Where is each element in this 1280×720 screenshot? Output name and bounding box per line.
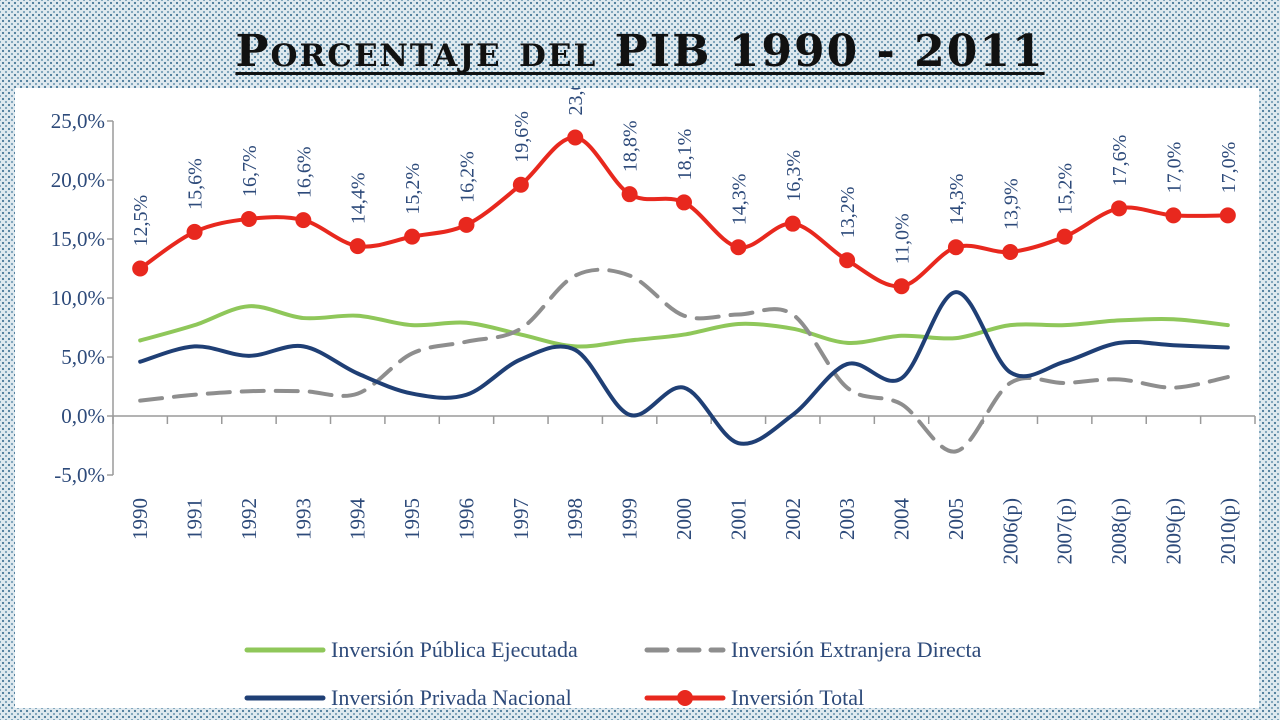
- x-tick-label: 2004: [890, 498, 914, 541]
- data-point-total: [1002, 243, 1019, 260]
- data-point-total: [186, 223, 203, 240]
- data-point-total: [458, 216, 475, 233]
- legend-item: Inversión Privada Nacional: [244, 685, 572, 708]
- x-tick-label: 2003: [835, 498, 859, 540]
- data-label: 15,6%: [185, 158, 207, 210]
- x-tick-label: 2002: [781, 498, 805, 540]
- legend-item: Inversión Total: [644, 685, 864, 708]
- series-line-inversion-extranjera-directa: [138, 267, 1230, 454]
- data-label: 15,2%: [402, 163, 424, 215]
- y-tick-label: 5,0%: [61, 345, 105, 369]
- data-label: 19,6%: [511, 111, 533, 163]
- series-line-inversion-privada-nacional: [138, 290, 1230, 446]
- data-point-total: [1219, 207, 1236, 224]
- data-point-total: [784, 215, 801, 232]
- x-tick-label: 1997: [509, 498, 533, 540]
- data-label: 23,6%: [565, 88, 587, 116]
- x-tick-label: 1999: [618, 498, 642, 540]
- x-tick-label: 1991: [183, 498, 207, 540]
- legend-label: Inversión Total: [731, 685, 864, 708]
- data-label: 12,5%: [130, 195, 152, 247]
- data-label: 11,0%: [892, 213, 914, 264]
- data-label: 17,0%: [1218, 142, 1240, 194]
- data-point-total: [404, 228, 421, 245]
- x-tick-label: 1990: [128, 498, 152, 540]
- y-tick-label: 10,0%: [51, 286, 105, 310]
- data-point-total: [893, 278, 910, 295]
- x-tick-label: 2001: [726, 498, 750, 540]
- x-tick-label: 1995: [400, 498, 424, 540]
- data-point-total: [1111, 200, 1128, 217]
- y-tick-label: 0,0%: [61, 404, 105, 428]
- data-label: 17,0%: [1163, 142, 1185, 194]
- x-tick-label: 1994: [346, 498, 370, 541]
- legend-marker: [677, 690, 693, 706]
- x-tick-label: 2006(p): [998, 498, 1022, 565]
- x-tick-label: 1996: [454, 498, 478, 540]
- y-tick-label: 15,0%: [51, 227, 105, 251]
- y-tick-label: 25,0%: [51, 109, 105, 133]
- data-label: 15,2%: [1055, 163, 1077, 215]
- data-label: 14,3%: [728, 174, 750, 226]
- line-chart: -5,0% 0,0% 5,0% 10,0% 15,0% 20,0% 25,0% 1990 199…: [51, 88, 1256, 708]
- y-tick-label: 20,0%: [51, 168, 105, 192]
- x-tick-label: 1992: [237, 498, 261, 540]
- data-label: 14,3%: [946, 174, 968, 226]
- series-line-inversion-publica-ejecutada: [138, 304, 1230, 349]
- legend-item: Inversión Extranjera Directa: [644, 637, 982, 662]
- data-label: 13,2%: [837, 187, 859, 239]
- x-tick-label: 2005: [944, 498, 968, 540]
- data-label: 16,3%: [783, 150, 805, 202]
- data-label: 13,9%: [1000, 178, 1022, 230]
- x-tick-label: 1998: [563, 498, 587, 540]
- data-point-total: [676, 194, 692, 211]
- data-point-total: [1165, 207, 1182, 224]
- data-point-total: [621, 186, 638, 203]
- data-point-total: [567, 129, 584, 146]
- data-point-total: [947, 239, 964, 256]
- data-label: 14,4%: [348, 172, 370, 224]
- x-tick-label: 2000: [672, 498, 696, 540]
- legend-label: Inversión Privada Nacional: [331, 685, 572, 708]
- x-tick-label: 2008(p): [1107, 498, 1131, 565]
- data-point-total: [730, 239, 747, 256]
- data-point-total: [295, 212, 312, 229]
- x-tick-label: 1993: [291, 498, 315, 540]
- data-point-total: [349, 238, 366, 255]
- data-point-total: [1056, 228, 1073, 245]
- legend-label: Inversión Extranjera Directa: [731, 637, 982, 662]
- data-label: 18,1%: [674, 129, 696, 181]
- y-tick-label: -5,0%: [54, 463, 105, 487]
- chart-container: -5,0% 0,0% 5,0% 10,0% 15,0% 20,0% 25,0% 1990 199…: [15, 88, 1259, 708]
- x-tick-label: 2007(p): [1053, 498, 1077, 565]
- data-point-total: [132, 260, 149, 277]
- legend-item: Inversión Pública Ejecutada: [244, 637, 578, 662]
- x-tick-label: 2010(p): [1216, 498, 1240, 565]
- data-label: 18,8%: [620, 120, 642, 172]
- data-label: 17,6%: [1109, 135, 1131, 187]
- data-point-total: [512, 176, 529, 193]
- page-title: Porcentaje del PIB 1990 - 2011: [235, 26, 1045, 77]
- data-point-total: [839, 252, 856, 269]
- data-point-total: [240, 210, 257, 227]
- data-label: 16,7%: [239, 145, 261, 197]
- legend-label: Inversión Pública Ejecutada: [331, 637, 578, 662]
- data-label: 16,6%: [293, 146, 315, 198]
- data-label: 16,2%: [456, 151, 478, 203]
- x-tick-label: 2009(p): [1161, 498, 1185, 565]
